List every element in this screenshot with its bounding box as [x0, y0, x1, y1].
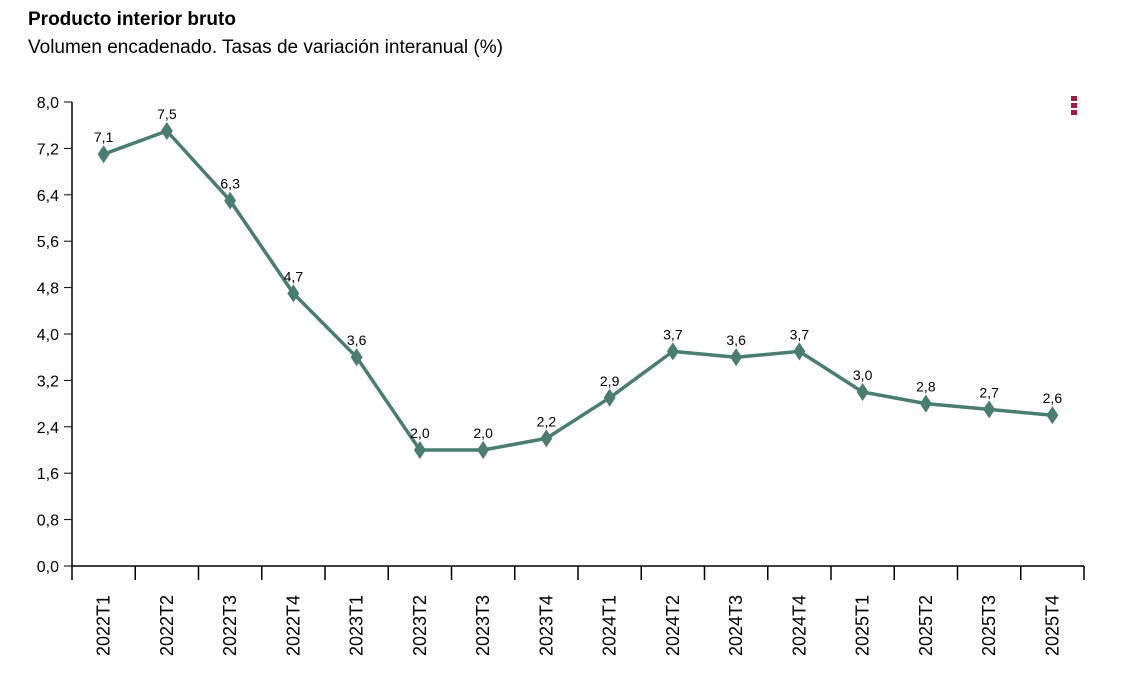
x-tick-label: 2025T4 [1042, 595, 1062, 656]
x-tick-label: 2022T1 [94, 595, 114, 656]
y-tick-label: 7,2 [37, 141, 59, 158]
data-label: 7,1 [94, 129, 114, 145]
x-tick-label: 2024T1 [600, 595, 620, 656]
data-label: 4,7 [284, 268, 304, 284]
data-point-marker [856, 383, 869, 401]
data-label: 2,0 [473, 425, 493, 441]
data-point-marker [1046, 406, 1059, 425]
y-tick-label: 4,8 [37, 281, 59, 298]
y-tick-label: 8,0 [37, 95, 59, 112]
x-tick-label: 2022T3 [220, 595, 240, 656]
y-tick-label: 4,0 [37, 327, 59, 344]
data-point-marker [603, 388, 616, 407]
y-tick-label: 0,0 [37, 559, 59, 576]
data-label: 3,7 [663, 326, 683, 342]
data-point-marker [919, 394, 932, 413]
x-tick-label: 2025T2 [916, 595, 936, 656]
chart-subtitle: Volumen encadenado. Tasas de variación i… [28, 37, 503, 58]
data-point-marker [224, 191, 237, 210]
data-label: 3,6 [726, 332, 746, 348]
data-point-marker [160, 122, 173, 140]
data-label: 2,6 [1043, 390, 1063, 406]
x-tick-label: 2023T4 [536, 595, 556, 656]
data-label: 2,2 [537, 413, 557, 429]
y-tick-label: 1,6 [37, 466, 59, 483]
data-point-marker [983, 400, 996, 419]
data-point-marker [666, 342, 679, 361]
data-label: 2,8 [916, 379, 936, 395]
data-point-marker [97, 145, 110, 164]
x-tick-label: 2023T3 [473, 595, 493, 656]
data-label: 6,3 [220, 176, 240, 192]
y-tick-label: 6,4 [37, 188, 59, 205]
data-point-marker [350, 348, 363, 367]
y-tick-label: 3,2 [37, 373, 59, 390]
x-tick-label: 2024T2 [663, 595, 683, 656]
y-tick-label: 2,4 [37, 420, 59, 437]
y-tick-label: 5,6 [37, 234, 59, 251]
x-tick-label: 2025T1 [853, 595, 873, 656]
data-label: 7,5 [157, 106, 177, 122]
data-point-marker [793, 342, 806, 361]
data-point-marker [730, 348, 743, 367]
x-tick-label: 2025T3 [979, 595, 999, 656]
x-tick-label: 2023T2 [410, 595, 430, 656]
data-label: 2,7 [979, 384, 999, 400]
data-point-marker [287, 284, 300, 303]
x-tick-label: 2024T3 [726, 595, 746, 656]
x-tick-label: 2022T4 [283, 595, 303, 656]
data-label: 3,7 [790, 326, 810, 342]
data-point-marker [477, 441, 490, 459]
data-point-marker [540, 429, 553, 448]
more-vertical-icon[interactable] [1071, 96, 1079, 118]
x-tick-label: 2024T4 [789, 595, 809, 656]
data-label: 3,6 [347, 332, 367, 348]
data-label: 2,9 [600, 373, 620, 389]
x-tick-label: 2022T2 [157, 595, 177, 656]
data-label: 2,0 [410, 425, 430, 441]
data-point-marker [413, 441, 426, 459]
y-tick-label: 0,8 [37, 513, 59, 530]
chart-title: Producto interior bruto [28, 9, 236, 30]
series-line [103, 129, 1053, 452]
data-label: 3,0 [853, 367, 873, 383]
x-tick-label: 2023T1 [347, 595, 367, 656]
